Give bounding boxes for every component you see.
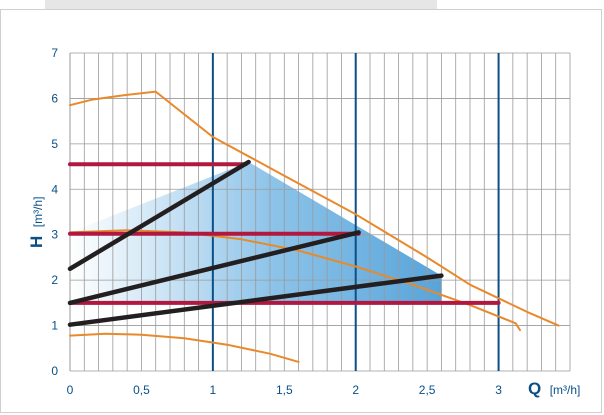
top-bar	[45, 0, 437, 9]
pump-max-curve-line	[69, 90, 560, 327]
y-tick-label: 7	[51, 46, 58, 60]
x-tick-label: 1,5	[276, 383, 293, 397]
y-tick-label: 4	[51, 182, 58, 196]
y-tick-label: 6	[51, 91, 58, 105]
y-axis-title: H [m³/h]	[27, 197, 46, 248]
x-tick-label: 0,5	[133, 383, 150, 397]
x-tick-label: 0	[67, 383, 74, 397]
tick-labels-layer: 0 0,5 1 1,5 2 2,5 3 0 1 2 3 4 5 6 7	[51, 46, 502, 397]
major-lines-layer	[211, 53, 500, 371]
x-tick-label: 2	[352, 383, 359, 397]
x-tick-label: 1	[210, 383, 217, 397]
series-layer	[67, 90, 560, 363]
proportional-pressure-line	[67, 159, 251, 272]
y-tick-label: 3	[51, 228, 58, 242]
x-tick-label: 3	[495, 383, 502, 397]
chart-frame-border	[0, 9, 602, 413]
y-axis-symbol: H	[27, 236, 46, 248]
x-axis-symbol: Q	[528, 379, 541, 398]
y-tick-label: 5	[51, 137, 58, 151]
proportional-pressure-line	[67, 273, 444, 327]
svg-text:H [m³/h]: H [m³/h]	[27, 197, 46, 248]
y-tick-label: 1	[51, 319, 58, 333]
y-tick-label: 2	[51, 273, 58, 287]
y-tick-label: 0	[51, 364, 58, 378]
x-axis-unit: [m³/h]	[550, 383, 581, 397]
x-tick-label: 2,5	[419, 383, 436, 397]
x-axis-title: Q [m³/h]	[528, 379, 580, 398]
proportional-pressure-line	[67, 230, 361, 306]
pump-min-curve-line	[69, 332, 300, 363]
pump-mid-curve-line	[69, 229, 521, 332]
y-axis-unit: [m³/h]	[31, 197, 45, 228]
